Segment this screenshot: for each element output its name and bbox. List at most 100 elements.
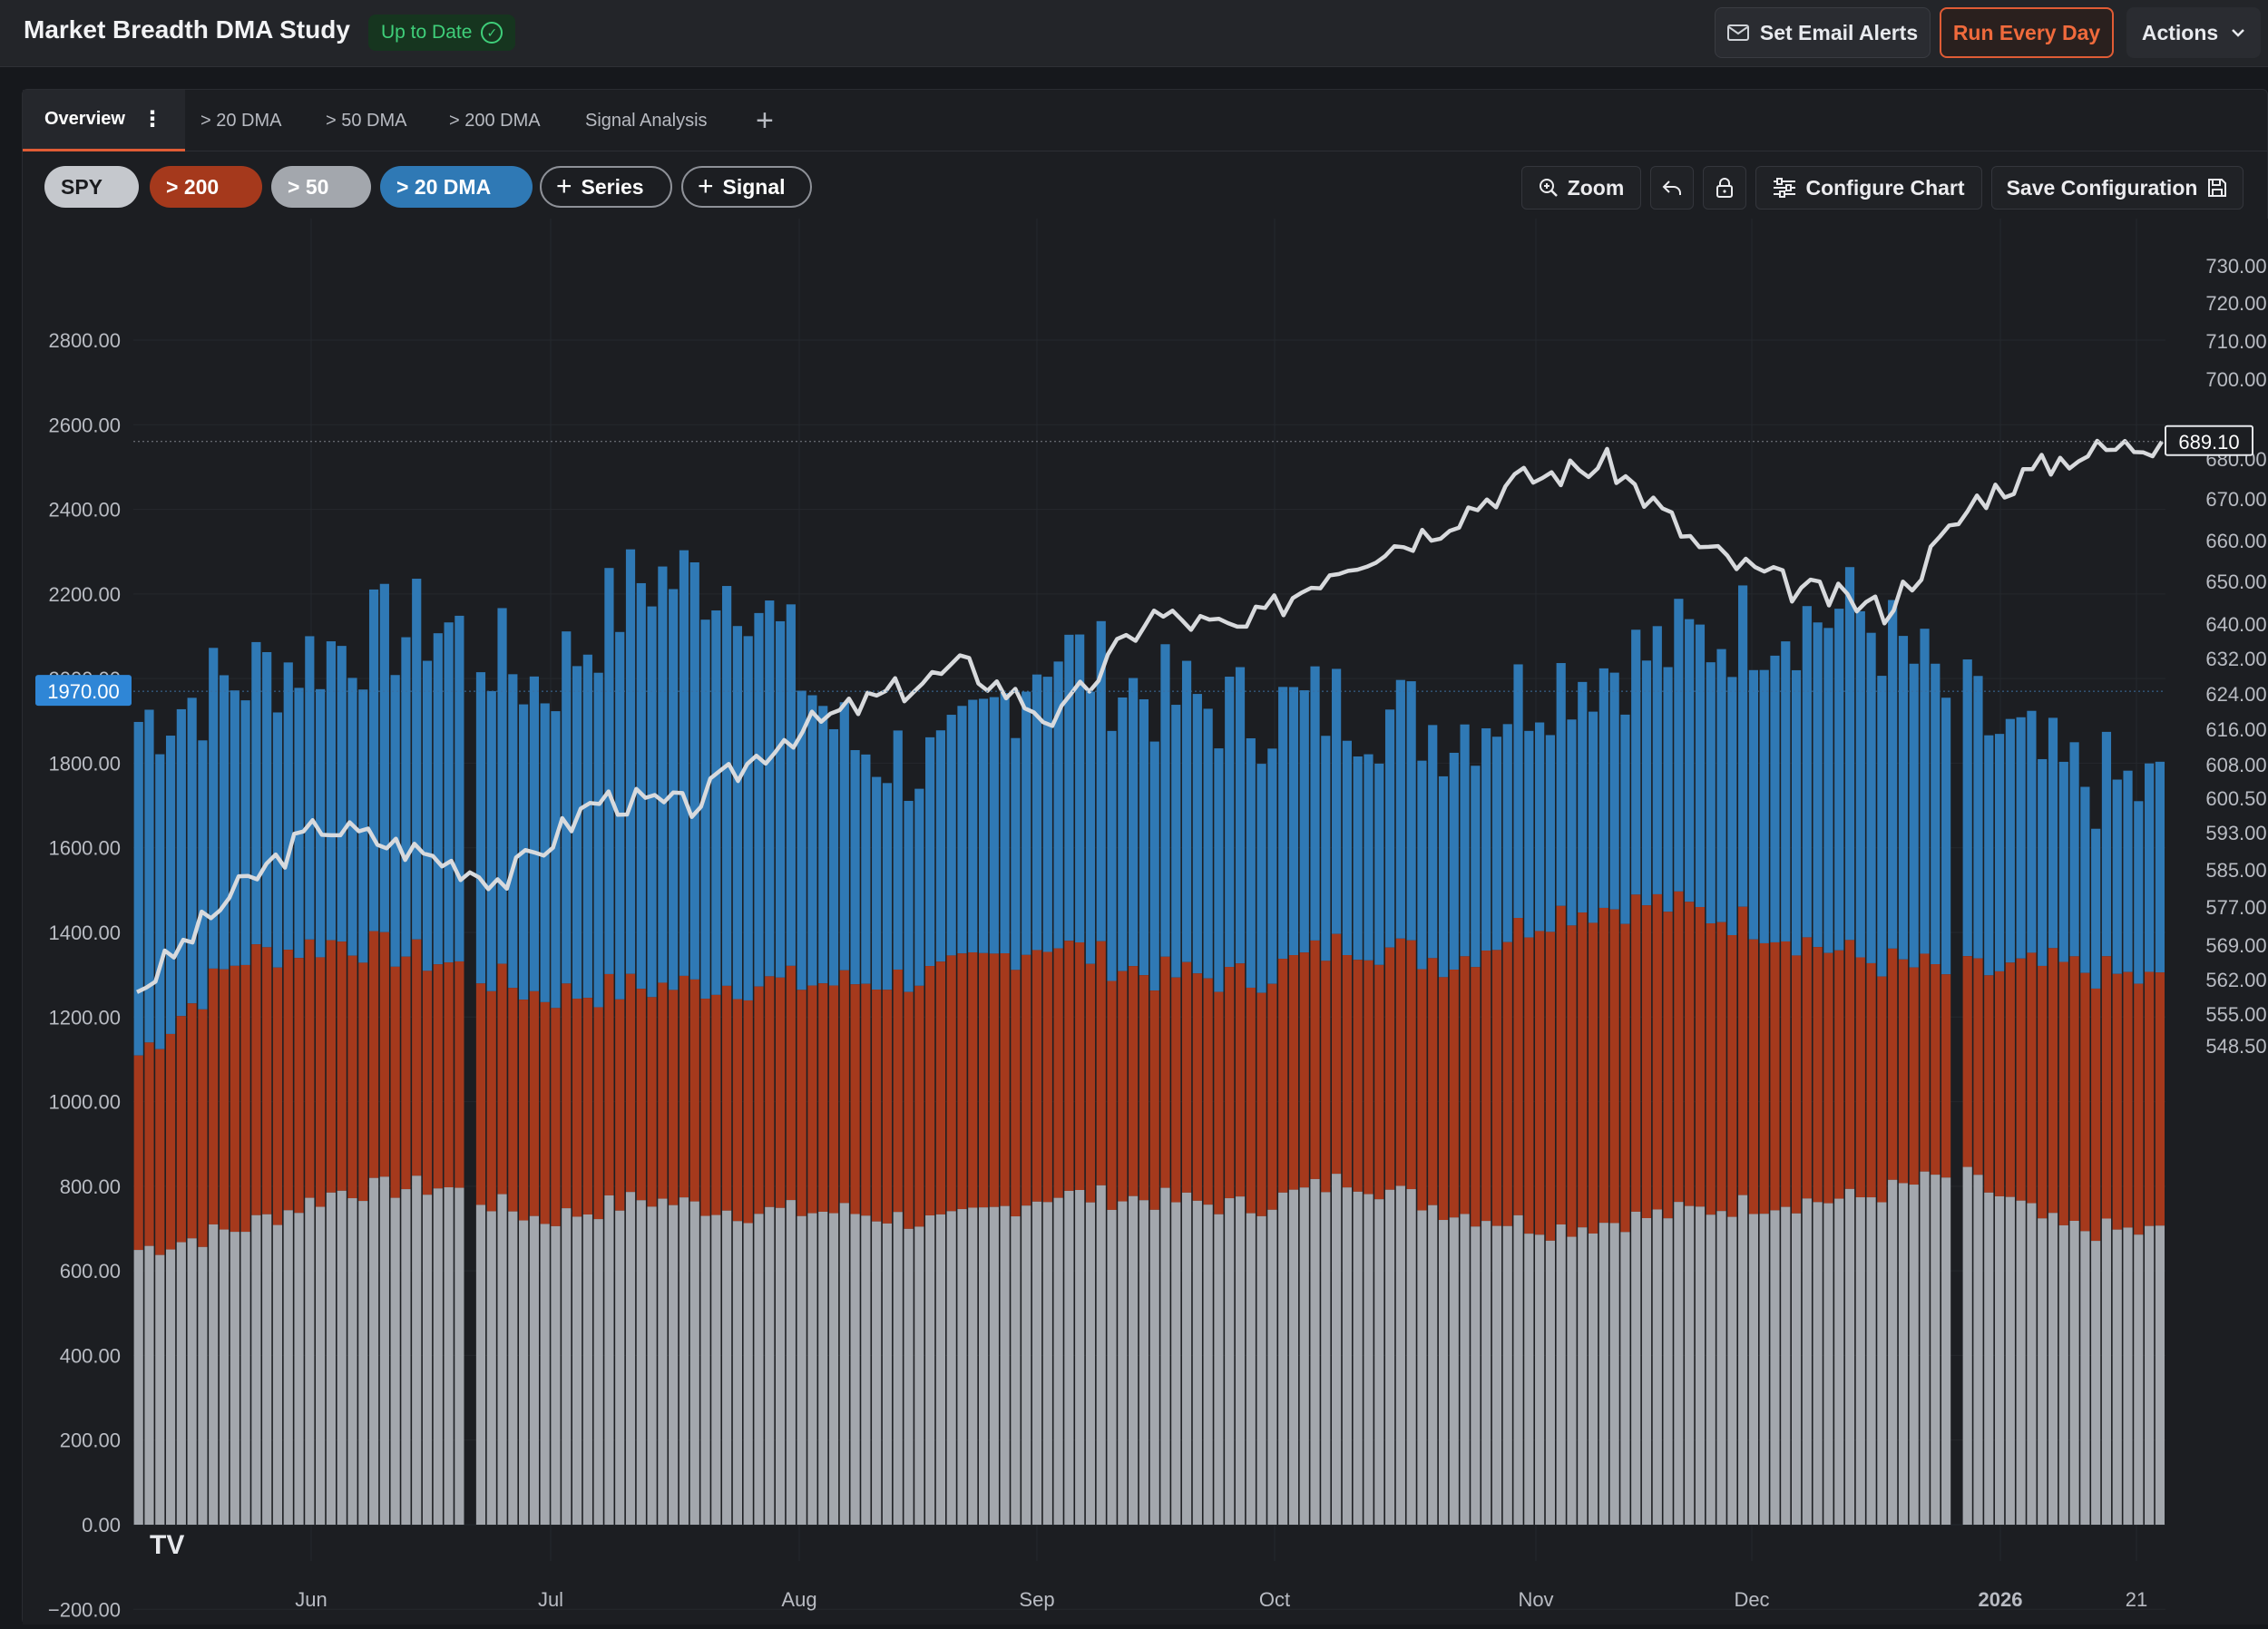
actions-menu-button[interactable]: Actions (2126, 7, 2261, 58)
bar-gt200 (625, 973, 636, 1193)
zoom-button[interactable]: Zoom (1521, 166, 1641, 210)
bar-gt20dma (283, 662, 293, 951)
bar-gt20dma (1716, 649, 1726, 922)
kebab-icon[interactable]: ⋮ (141, 107, 163, 132)
bar-gt20dma (625, 549, 636, 974)
bar-gt200 (347, 955, 357, 1199)
y-axis-left-label: 2200.00 (48, 583, 121, 606)
bar-gt200 (1171, 977, 1181, 1203)
add-tab-button[interactable]: + (756, 90, 774, 151)
bar-gt50 (1160, 1187, 1170, 1525)
bar-gt50 (1214, 1214, 1224, 1525)
bar-gt200 (1192, 973, 1202, 1201)
tab-gt200dma[interactable]: > 200 DMA (449, 90, 541, 151)
run-every-day-button[interactable]: Run Every Day (1940, 7, 2114, 58)
configure-chart-button[interactable]: Configure Chart (1755, 166, 1982, 210)
bar-gt20dma (636, 582, 646, 990)
chart-area[interactable]: 2800.002600.002400.002200.002000.001800.… (23, 219, 2268, 1624)
bar-gt200 (1973, 958, 1983, 1175)
zoom-label: Zoom (1567, 175, 1625, 200)
bar-gt200 (1695, 906, 1706, 1207)
bar-gt50 (861, 1215, 871, 1525)
save-configuration-button[interactable]: Save Configuration (1991, 166, 2244, 210)
bar-gt20dma (872, 776, 882, 990)
lock-button[interactable] (1703, 166, 1746, 210)
bar-gt20dma (1588, 711, 1598, 923)
bar-gt20dma (904, 800, 914, 992)
bar-gt200 (209, 968, 219, 1224)
bar-gt50 (1022, 1205, 1031, 1525)
series-chip-gt200[interactable]: > 200 (150, 166, 262, 208)
bar-gt200 (1674, 891, 1684, 1203)
bar-gt200 (1395, 938, 1405, 1186)
tab-overview[interactable]: Overview ⋮ (23, 90, 185, 151)
bar-gt20dma (807, 695, 817, 986)
bar-gt50 (1118, 1201, 1128, 1525)
tab-gt20dma[interactable]: > 20 DMA (200, 90, 281, 151)
y-axis-left-label: 1200.00 (48, 1006, 121, 1029)
bar-gt20dma (2058, 761, 2068, 962)
bar-gt50 (519, 1220, 529, 1525)
bar-gt200 (872, 990, 882, 1222)
bar-gt20dma (1342, 740, 1352, 956)
bar-gt50 (1417, 1210, 1427, 1525)
bar-gt200 (1064, 941, 1074, 1191)
bar-gt20dma (1181, 660, 1192, 962)
bar-gt20dma (1578, 681, 1588, 913)
bar-gt20dma (165, 736, 176, 1034)
add-series-button[interactable]: + Series (540, 166, 672, 208)
bar-gt50 (1460, 1214, 1470, 1525)
bar-gt20dma (1695, 624, 1706, 907)
x-axis-label: Aug (781, 1588, 816, 1611)
bar-gt50 (935, 1214, 945, 1525)
bar-gt200 (1107, 980, 1117, 1210)
breadth-chart[interactable]: 2800.002600.002400.002200.002000.001800.… (23, 219, 2268, 1624)
sliders-icon (1774, 178, 1796, 198)
bar-gt200 (1620, 923, 1630, 1233)
bar-gt20dma (689, 562, 699, 980)
bar-gt200 (486, 990, 496, 1212)
status-badge: Up to Date ✓ (368, 15, 516, 51)
bar-gt50 (1406, 1189, 1416, 1525)
bar-gt50 (743, 1223, 753, 1525)
bar-gt20dma (198, 740, 208, 1010)
bar-gt20dma (1203, 708, 1213, 979)
y-axis-right-label: 608.00 (2205, 754, 2266, 776)
bar-gt200 (240, 964, 250, 1233)
tab-gt50dma[interactable]: > 50 DMA (326, 90, 406, 151)
bar-gt20dma (786, 604, 796, 966)
bar-gt20dma (754, 612, 764, 987)
bar-gt50 (893, 1212, 903, 1525)
bar-gt50 (358, 1201, 368, 1525)
set-email-alerts-button[interactable]: Set Email Alerts (1715, 7, 1931, 58)
plus-icon: + (698, 171, 714, 201)
bar-gt20dma (914, 788, 924, 986)
bar-gt200 (1631, 894, 1641, 1212)
bar-gt50 (1984, 1192, 1994, 1525)
bar-gt20dma (1395, 679, 1405, 939)
bar-gt50 (711, 1214, 721, 1525)
bar-gt20dma (2005, 718, 2015, 963)
chip-label: > 20 DMA (396, 174, 492, 199)
series-chip-gt50[interactable]: > 50 (271, 166, 371, 208)
bar-gt20dma (1022, 691, 1031, 955)
series-chip-gt20dma[interactable]: > 20 DMA (380, 166, 533, 208)
bar-gt200 (1898, 959, 1909, 1184)
series-chip-spy[interactable]: SPY (44, 166, 139, 208)
y-axis-left-label: 2600.00 (48, 414, 121, 436)
bar-gt200 (519, 1000, 529, 1221)
bar-gt50 (850, 1214, 860, 1525)
bar-gt200 (1920, 953, 1930, 1172)
add-signal-button[interactable]: + Signal (681, 166, 812, 208)
bar-gt20dma (1031, 674, 1042, 951)
chevron-down-icon (2232, 29, 2245, 37)
bar-gt20dma (444, 622, 454, 963)
bar-gt20dma (1449, 752, 1459, 971)
tab-signal-analysis[interactable]: Signal Analysis (585, 90, 708, 151)
bar-gt50 (1727, 1216, 1737, 1525)
undo-button[interactable] (1650, 166, 1694, 210)
bar-gt20dma (1321, 736, 1331, 961)
bar-gt50 (872, 1221, 882, 1525)
bar-gt20dma (582, 654, 592, 999)
bar-gt50 (1129, 1195, 1139, 1525)
